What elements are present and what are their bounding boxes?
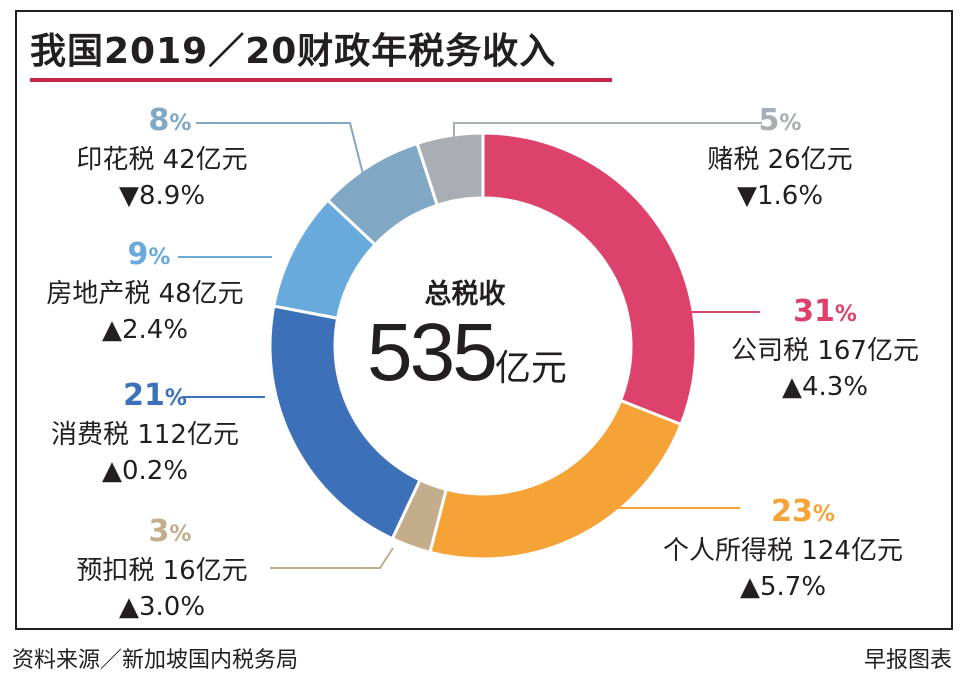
amount-personal: 124亿元 (801, 536, 903, 566)
label-corporate: 31% 公司税 167亿元 ▲4.3% (700, 294, 950, 405)
name-betting: 赌税 (707, 145, 760, 175)
name-stamp: 印花税 (76, 145, 155, 175)
change-personal: ▲5.7% (739, 572, 827, 602)
amount-betting: 26亿元 (767, 145, 853, 175)
credit-note: 早报图表 (863, 648, 952, 673)
label-property: 9% 房地产税 48亿元 ▲2.4% (20, 237, 270, 348)
pct-property: 9% (127, 237, 171, 272)
amount-property: 48亿元 (158, 279, 244, 309)
name-corporate: 公司税 (731, 336, 810, 366)
change-property: ▲2.4% (101, 315, 189, 345)
amount-consumption: 112亿元 (137, 420, 239, 450)
change-stamp: ▼8.9% (118, 181, 206, 211)
chart-frame (15, 10, 953, 630)
amount-corporate: 167亿元 (817, 336, 919, 366)
pct-stamp: 8% (148, 103, 192, 138)
label-withholding: 3% 预扣税 16亿元 ▲3.0% (52, 514, 272, 625)
name-withholding: 预扣税 (76, 556, 155, 586)
total-value: 535 (367, 307, 498, 398)
name-consumption: 消费税 (51, 420, 130, 450)
change-consumption: ▲0.2% (101, 456, 189, 486)
pct-corporate: 31% (793, 294, 857, 329)
change-corporate: ▲4.3% (781, 372, 869, 402)
chart-title: 我国2019／20财政年税务收入 (30, 31, 557, 72)
change-withholding: ▲3.0% (118, 592, 206, 622)
amount-stamp: 42亿元 (162, 145, 248, 175)
pct-consumption: 21% (123, 378, 187, 413)
slice-betting (415, 131, 485, 208)
pct-personal: 23% (771, 494, 835, 529)
label-betting: 5% 赌税 26亿元 ▼1.6% (680, 103, 880, 214)
pct-betting: 5% (758, 103, 802, 138)
source-note: 资料来源／新加坡国内税务局 (12, 648, 299, 673)
total-unit: 亿元 (494, 348, 567, 389)
change-betting: ▼1.6% (736, 181, 824, 211)
title-underline (30, 78, 612, 82)
center-total: 535亿元 (367, 306, 567, 400)
label-personal: 23% 个人所得税 124亿元 ▲5.7% (628, 494, 938, 605)
amount-withholding: 16亿元 (162, 556, 248, 586)
pct-withholding: 3% (148, 514, 192, 549)
leader-withholding (270, 547, 394, 569)
label-consumption: 21% 消费税 112亿元 ▲0.2% (25, 378, 265, 489)
leader-betting (453, 122, 762, 143)
name-property: 房地产税 (46, 279, 151, 309)
name-personal: 个人所得税 (663, 536, 794, 566)
label-stamp: 8% 印花税 42亿元 ▼8.9% (52, 103, 272, 214)
leader-stamp (196, 122, 366, 183)
center-label: 总税收 (424, 279, 506, 310)
slice-corporate (481, 131, 698, 427)
